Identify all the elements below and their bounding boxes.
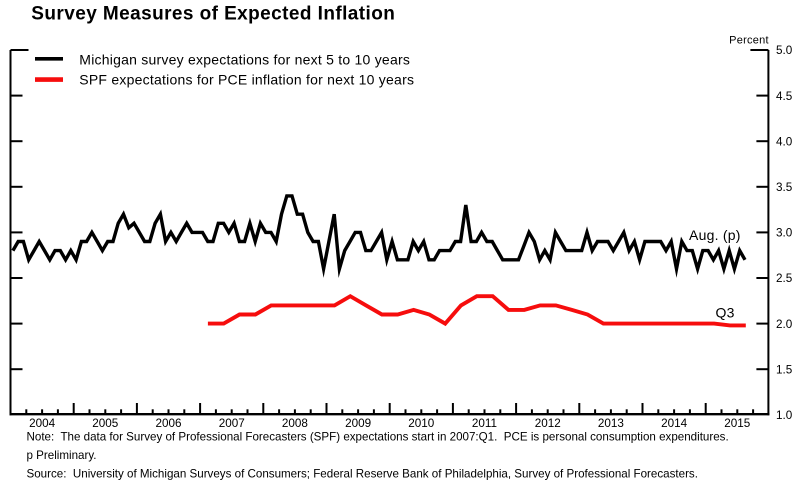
svg-text:1.5: 1.5 (776, 363, 793, 376)
svg-text:Q3: Q3 (716, 304, 735, 320)
svg-text:3.5: 3.5 (776, 181, 793, 194)
svg-text:Aug. (p): Aug. (p) (689, 227, 741, 243)
svg-text:Survey Measures of Expected In: Survey Measures of Expected Inflation (31, 4, 395, 25)
svg-text:2014: 2014 (661, 417, 688, 430)
svg-text:2012: 2012 (535, 417, 561, 430)
svg-text:3.0: 3.0 (776, 227, 793, 240)
svg-text:2005: 2005 (92, 417, 119, 430)
svg-text:5.0: 5.0 (776, 44, 793, 57)
svg-text:4.0: 4.0 (776, 135, 793, 148)
svg-text:Note: The data for Survey of: Note: The data for Survey of Professiona… (27, 431, 729, 444)
svg-text:SPF expectations for PCE infla: SPF expectations for PCE inflation for n… (79, 71, 414, 87)
svg-text:2015: 2015 (724, 417, 751, 430)
svg-text:2007: 2007 (219, 417, 245, 430)
svg-text:Source: University of Michiga: Source: University of Michigan Surveys o… (27, 468, 698, 481)
svg-text:1.0: 1.0 (776, 409, 793, 422)
svg-text:2.0: 2.0 (776, 318, 793, 331)
svg-text:2004: 2004 (29, 417, 56, 430)
svg-text:Percent: Percent (729, 34, 769, 46)
svg-text:2011: 2011 (472, 417, 497, 430)
svg-text:2009: 2009 (345, 417, 371, 430)
svg-text:2010: 2010 (408, 417, 435, 430)
svg-text:Michigan survey expectations f: Michigan survey expectations for next 5 … (79, 51, 410, 67)
svg-text:2008: 2008 (282, 417, 308, 430)
svg-text:2013: 2013 (598, 417, 624, 430)
svg-text:4.5: 4.5 (776, 90, 793, 103)
svg-text:2006: 2006 (155, 417, 181, 430)
svg-text:2.5: 2.5 (776, 272, 793, 285)
svg-text:p Preliminary.: p Preliminary. (27, 449, 97, 462)
